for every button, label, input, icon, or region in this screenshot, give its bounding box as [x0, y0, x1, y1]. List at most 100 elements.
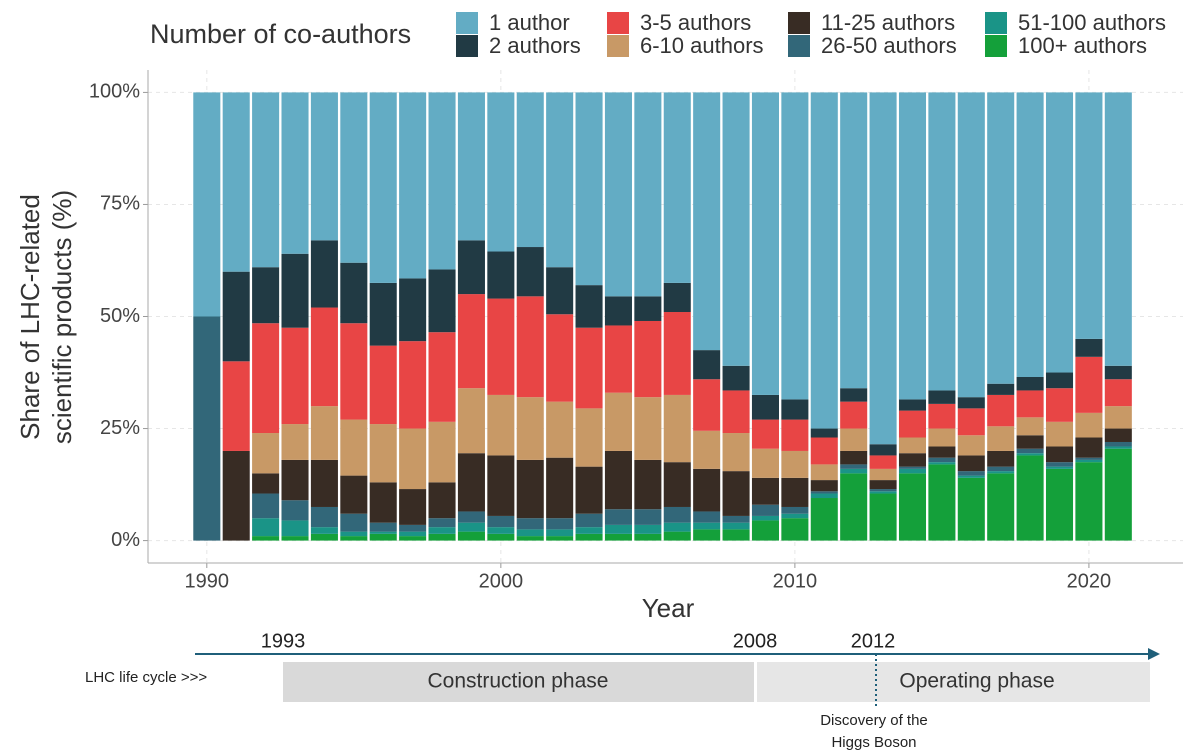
- y-tick-label: 0%: [111, 529, 140, 551]
- bar-segment: [781, 513, 809, 519]
- x-axis-title: Year: [642, 593, 695, 623]
- bar-segment: [751, 515, 779, 521]
- bar-segment: [751, 448, 779, 478]
- bar-segment: [634, 509, 662, 525]
- legend-swatch: [456, 35, 478, 57]
- bar-segment: [575, 92, 603, 286]
- bar-segment: [516, 247, 544, 297]
- legend-swatch: [788, 35, 810, 57]
- bar-segment: [957, 397, 985, 409]
- bar-segment: [457, 511, 485, 523]
- bar-segment: [1104, 448, 1132, 541]
- bar-segment: [546, 92, 574, 268]
- bar-segment: [781, 477, 809, 507]
- bar-segment: [399, 489, 427, 525]
- bar-segment: [810, 491, 838, 494]
- bar-segment: [869, 480, 897, 490]
- bar-segment: [457, 388, 485, 454]
- bar-segment: [222, 450, 250, 541]
- bar-segment: [1016, 453, 1044, 456]
- bar-segment: [1016, 92, 1044, 378]
- legend-swatch: [985, 12, 1007, 34]
- bar-segment: [575, 533, 603, 541]
- bar-segment: [1016, 390, 1044, 418]
- bar-segment: [604, 296, 632, 326]
- bar-segment: [428, 421, 456, 483]
- bar-segment: [663, 462, 691, 507]
- bar-segment: [663, 394, 691, 463]
- bar-segment: [928, 446, 956, 458]
- bar-segment: [810, 498, 838, 541]
- bar-segment: [693, 529, 721, 541]
- bar-segment: [781, 92, 809, 400]
- bar-segment: [869, 468, 897, 481]
- bar-segment: [340, 513, 368, 532]
- bar-segment: [1104, 92, 1132, 366]
- legend-label: 2 authors: [489, 33, 581, 58]
- bar-segment: [722, 515, 750, 523]
- bar-segment: [751, 394, 779, 420]
- bar-segment: [369, 424, 397, 483]
- bar-segment: [810, 480, 838, 492]
- bar-segment: [310, 406, 338, 460]
- bar-segment: [252, 433, 280, 474]
- bar-segment: [840, 473, 868, 541]
- bar-segment: [693, 430, 721, 469]
- bar-segment: [457, 92, 485, 241]
- legend-label: 11-25 authors: [821, 10, 955, 35]
- bar-segment: [663, 531, 691, 541]
- bar-segment: [516, 397, 544, 460]
- bar-segment: [252, 267, 280, 324]
- bar-segment: [340, 419, 368, 476]
- bar-segment: [281, 459, 309, 501]
- bar-segment: [869, 92, 897, 445]
- bar-segment: [987, 450, 1015, 467]
- legend-label: 3-5 authors: [640, 10, 751, 35]
- x-tick-label: 1990: [185, 570, 230, 592]
- bar-segment: [310, 527, 338, 534]
- bar-segment: [810, 493, 838, 499]
- bar-segment: [252, 493, 280, 519]
- bar-segment: [340, 531, 368, 537]
- bar-segment: [310, 307, 338, 407]
- y-tick-label: 25%: [100, 417, 140, 439]
- bar-segment: [457, 531, 485, 541]
- bar-segment: [575, 527, 603, 534]
- bar-segment: [634, 533, 662, 541]
- bar-segment: [957, 477, 985, 541]
- bar-segment: [428, 533, 456, 541]
- bar-segment: [546, 267, 574, 315]
- bar-segment: [634, 92, 662, 297]
- bar-segment: [634, 397, 662, 460]
- bar-segment: [987, 473, 1015, 541]
- x-tick-label: 2010: [773, 570, 818, 592]
- bar-segment: [1104, 428, 1132, 442]
- bar-segment: [957, 408, 985, 436]
- bar-segment: [575, 285, 603, 328]
- bar-segment: [428, 269, 456, 333]
- bar-segment: [1075, 457, 1103, 460]
- timeline-year: 1993: [261, 630, 306, 652]
- bar-segment: [1016, 455, 1044, 541]
- y-tick-label: 50%: [100, 305, 140, 327]
- bar-segment: [487, 298, 515, 395]
- bar-segment: [693, 350, 721, 380]
- timeline-year: 2012: [851, 630, 896, 652]
- timeline-year: 2008: [733, 630, 778, 652]
- bar-segment: [546, 314, 574, 402]
- bar-segment: [751, 520, 779, 541]
- bar-segment: [751, 477, 779, 505]
- bar-segment: [457, 453, 485, 512]
- bar-segment: [222, 361, 250, 451]
- bar-segment: [869, 489, 897, 492]
- bar-segment: [810, 437, 838, 465]
- x-tick-label: 2020: [1067, 570, 1112, 592]
- bar-segment: [840, 468, 868, 474]
- bar-segment: [663, 506, 691, 523]
- y-tick-label: 100%: [89, 81, 140, 103]
- bar-segment: [193, 316, 221, 541]
- bar-segment: [957, 475, 985, 478]
- bar-segment: [869, 493, 897, 541]
- bar-segment: [487, 527, 515, 534]
- bar-segment: [399, 524, 427, 532]
